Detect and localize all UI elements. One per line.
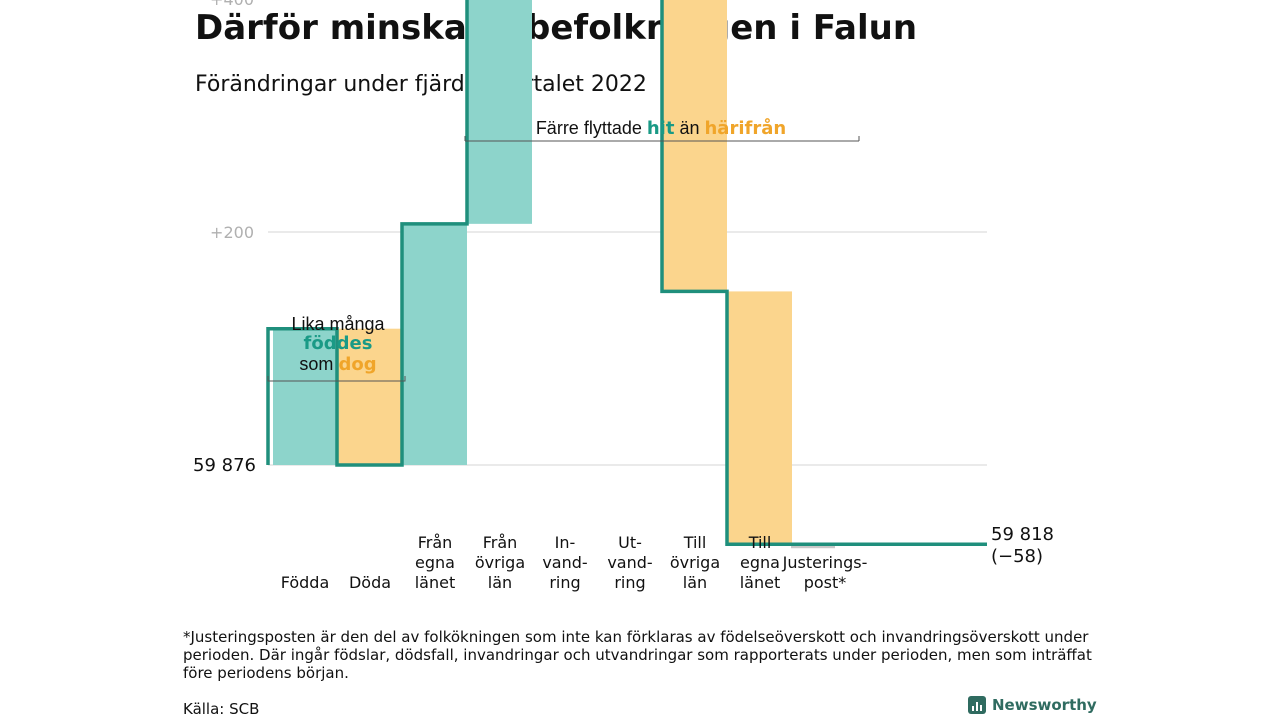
- category-label: övriga: [670, 553, 720, 572]
- end-value-label: 59 818: [991, 524, 1054, 545]
- chart-subtitle: Förändringar under fjärde kvartalet 2022: [195, 72, 647, 97]
- brand-logo: Newsworthy: [968, 696, 1097, 714]
- bar-layer: [273, 0, 835, 549]
- births-deaths-annotation: Lika många föddes som dog: [267, 314, 406, 382]
- y-tick-label: +400: [210, 0, 254, 9]
- category-label: In-: [555, 533, 576, 552]
- annotation-text: Färre flyttade hit än härifrån: [536, 117, 786, 139]
- category-label: Till: [748, 533, 772, 552]
- category-label: post*: [804, 573, 847, 592]
- end-change-label: (−58): [991, 546, 1043, 567]
- source-label: Källa: SCB: [183, 700, 260, 718]
- start-value-label: 59 876: [193, 455, 256, 476]
- category-label: Till: [683, 533, 707, 552]
- category-label: länet: [415, 573, 456, 592]
- annotation-text: än: [674, 118, 704, 138]
- category-label: vand-: [542, 553, 587, 572]
- category-label: egna: [740, 553, 780, 572]
- category-label: län: [488, 573, 512, 592]
- y-tick-label: +200: [210, 223, 254, 242]
- waterfall-chart: +200+400 FöddaDödaFrånegnalänetFrånövrig…: [193, 0, 1054, 592]
- annotation-bracket: [464, 136, 860, 142]
- bar: [468, 0, 532, 224]
- annotation-text: Lika många: [291, 314, 385, 334]
- category-label: Justerings-: [782, 553, 868, 572]
- category-label: länet: [740, 573, 781, 592]
- step-line-layer: [266, 0, 987, 546]
- chart-title: Därför minskade befolkningen i Falun: [195, 8, 918, 48]
- bar: [338, 328, 402, 465]
- annotation-text: som: [299, 354, 338, 374]
- category-label-layer: Födda DödaFrånegnalänetFrånövrigalänIn-va…: [281, 533, 868, 592]
- bar-chart-icon: [968, 696, 986, 714]
- category-label: ring: [614, 573, 645, 592]
- category-label: Från: [418, 533, 453, 552]
- category-label: Födda: [281, 573, 330, 592]
- annotation-bracket: [267, 376, 406, 382]
- category-label: övriga: [475, 553, 525, 572]
- annotation-text: Färre flyttade: [536, 118, 647, 138]
- bar: [663, 0, 727, 292]
- footnote: *Justeringsposten är den del av folkökni…: [183, 628, 1092, 682]
- category-label: Döda: [349, 573, 391, 592]
- bar: [403, 223, 467, 465]
- category-label: län: [683, 573, 707, 592]
- annotation-highlight-fodda: föddes: [304, 333, 373, 354]
- bar: [273, 328, 337, 465]
- bar: [791, 544, 835, 549]
- brand-name: Newsworthy: [992, 696, 1097, 714]
- annotation-text: som dog: [299, 354, 376, 375]
- category-label: ring: [549, 573, 580, 592]
- step-line: [266, 0, 987, 546]
- annotation-highlight-harifran: härifrån: [704, 117, 786, 139]
- annotation-highlight-dog: dog: [338, 354, 376, 375]
- category-label: egna: [415, 553, 455, 572]
- category-label: vand-: [607, 553, 652, 572]
- bar: [728, 291, 792, 545]
- category-label: Från: [483, 533, 518, 552]
- category-label: Ut-: [618, 533, 642, 552]
- migration-annotation: Färre flyttade hit än härifrån: [464, 117, 860, 142]
- annotation-highlight-hit: hit: [647, 118, 675, 139]
